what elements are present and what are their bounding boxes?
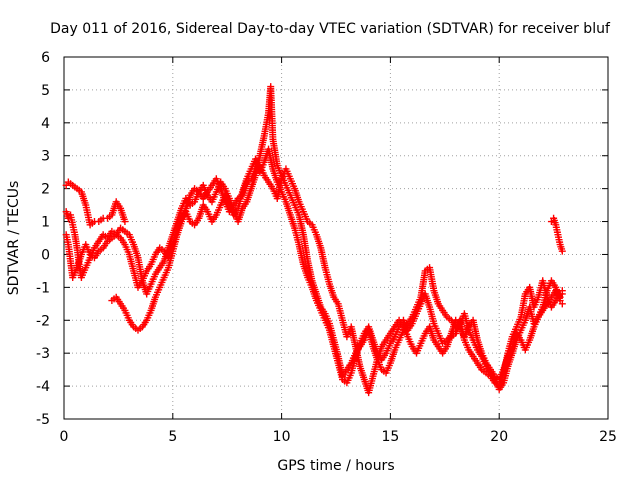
x-tick-label: 10 bbox=[273, 429, 291, 445]
data-point bbox=[121, 218, 129, 226]
data-points bbox=[62, 83, 566, 397]
data-point bbox=[558, 300, 566, 308]
x-tick-label: 5 bbox=[168, 429, 177, 445]
y-tick-label: -4 bbox=[36, 379, 50, 395]
y-axis-label: SDTVAR / TECUs bbox=[6, 181, 22, 296]
x-tick-label: 25 bbox=[599, 429, 617, 445]
y-tick-label: 2 bbox=[41, 182, 50, 198]
y-tick-label: 5 bbox=[41, 83, 50, 99]
y-tick-label: 3 bbox=[41, 149, 50, 165]
y-tick-label: 0 bbox=[41, 247, 50, 263]
chart-title: Day 011 of 2016, Sidereal Day-to-day VTE… bbox=[50, 21, 611, 37]
x-tick-label: 0 bbox=[60, 429, 69, 445]
y-tick-label: -2 bbox=[36, 313, 50, 329]
axis-ticks bbox=[63, 56, 609, 420]
data-point bbox=[558, 247, 566, 255]
y-tick-label: -5 bbox=[36, 412, 50, 428]
plot-frame bbox=[63, 56, 609, 420]
gridlines bbox=[64, 57, 608, 419]
x-tick-labels: 0 5 10 15 20 25 bbox=[60, 429, 617, 445]
y-tick-labels: -5 -4 -3 -2 -1 0 1 2 3 4 5 6 bbox=[36, 50, 50, 428]
x-tick-label: 20 bbox=[490, 429, 508, 445]
y-tick-label: -3 bbox=[36, 346, 50, 362]
series-track-c bbox=[62, 162, 566, 397]
x-tick-label: 15 bbox=[381, 429, 399, 445]
x-axis-label: GPS time / hours bbox=[277, 458, 394, 474]
data-point bbox=[558, 290, 566, 298]
y-tick-label: 4 bbox=[41, 116, 50, 132]
y-tick-label: -1 bbox=[36, 280, 50, 296]
y-tick-label: 6 bbox=[41, 50, 50, 66]
y-tick-label: 1 bbox=[41, 215, 50, 231]
